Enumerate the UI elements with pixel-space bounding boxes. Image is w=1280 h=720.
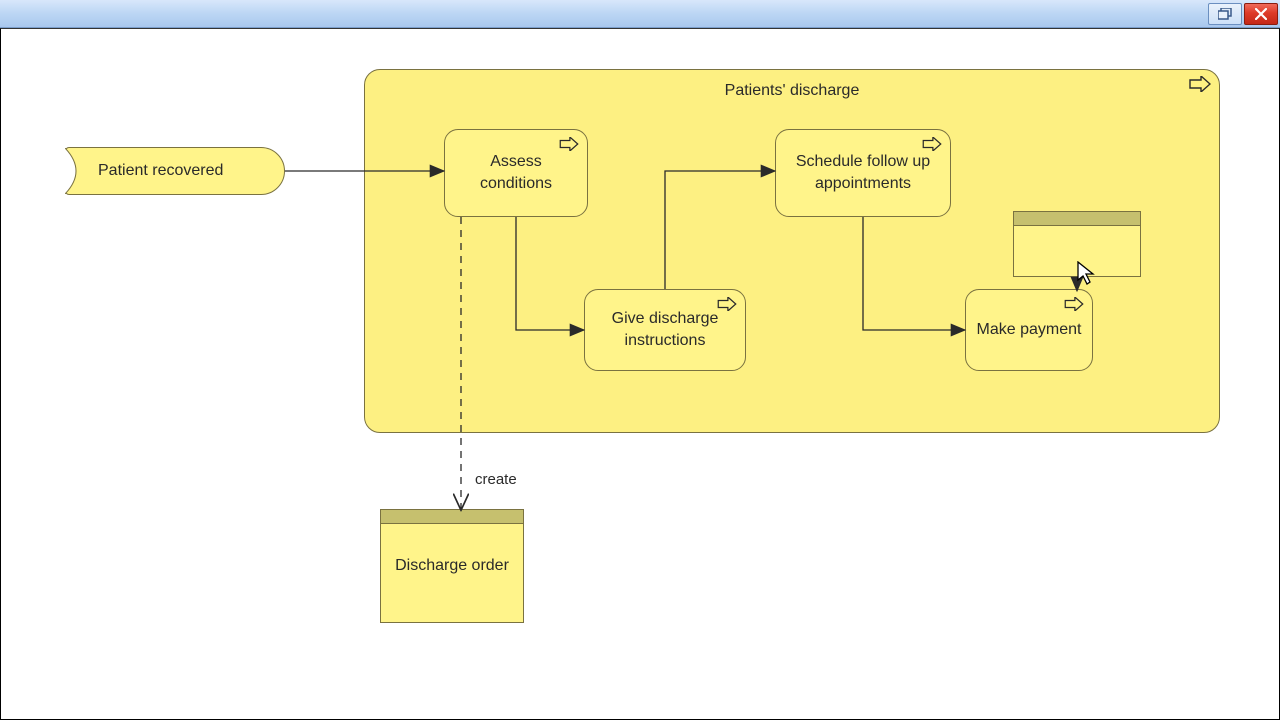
object-header bbox=[381, 510, 523, 524]
object-label: Discharge order bbox=[395, 557, 509, 575]
close-icon bbox=[1255, 8, 1267, 20]
action-label: Make payment bbox=[977, 319, 1082, 341]
action-assess-conditions[interactable]: Assess conditions bbox=[444, 129, 588, 217]
signal-label: Patient recovered bbox=[98, 162, 223, 180]
restore-icon bbox=[1218, 8, 1232, 20]
arrow-icon bbox=[1189, 76, 1211, 97]
action-label: Schedule follow up appointments bbox=[786, 151, 940, 194]
arrow-icon bbox=[922, 136, 942, 158]
arrow-icon bbox=[1064, 296, 1084, 318]
action-label: Assess conditions bbox=[455, 151, 577, 194]
arrow-icon bbox=[717, 296, 737, 318]
arrow-icon bbox=[559, 136, 579, 158]
signal-patient-recovered[interactable]: Patient recovered bbox=[65, 147, 285, 195]
restore-button[interactable] bbox=[1208, 3, 1242, 25]
action-make-payment[interactable]: Make payment bbox=[965, 289, 1093, 371]
container-title: Patients' discharge bbox=[365, 82, 1219, 100]
action-schedule-followup[interactable]: Schedule follow up appointments bbox=[775, 129, 951, 217]
action-give-discharge-instructions[interactable]: Give discharge instructions bbox=[584, 289, 746, 371]
diagram-canvas[interactable]: Patients' discharge Patient recovered As… bbox=[0, 28, 1280, 720]
object-new[interactable] bbox=[1013, 211, 1141, 277]
action-label: Give discharge instructions bbox=[595, 308, 735, 351]
signal-notch-icon bbox=[65, 148, 89, 194]
object-header bbox=[1014, 212, 1140, 226]
edge-label: create bbox=[475, 471, 517, 488]
window-titlebar bbox=[0, 0, 1280, 28]
close-button[interactable] bbox=[1244, 3, 1278, 25]
object-discharge-order[interactable]: Discharge order bbox=[380, 509, 524, 623]
